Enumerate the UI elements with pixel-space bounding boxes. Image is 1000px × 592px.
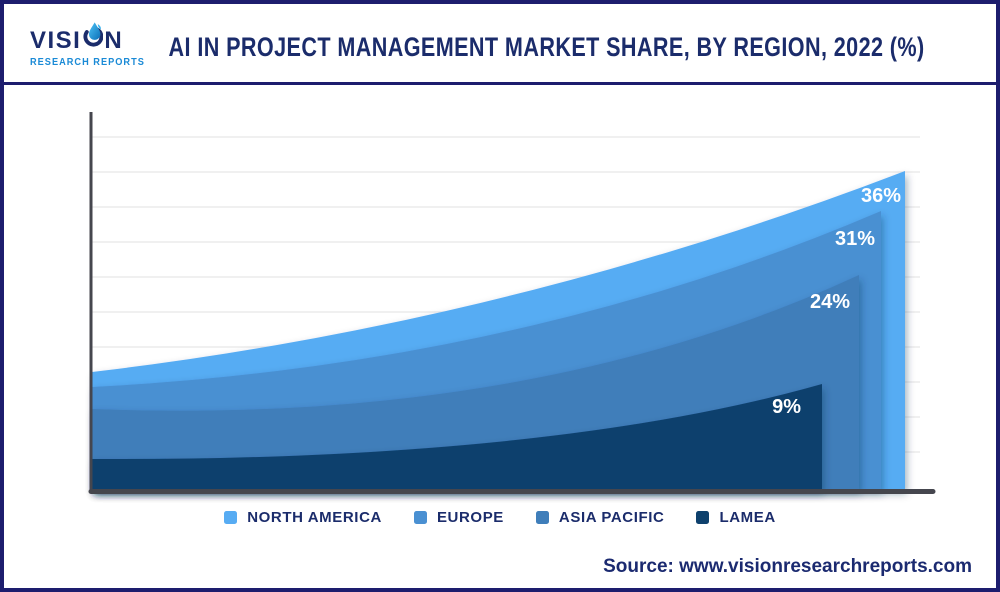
logo-text-post: N xyxy=(104,27,124,54)
logo-text-pre: VISI xyxy=(30,27,82,54)
chart-title-container: AI IN PROJECT MANAGEMENT MARKET SHARE, B… xyxy=(4,32,996,63)
value-labels: 36% 31% 24% 9% xyxy=(772,185,901,418)
area-lamea xyxy=(92,384,822,490)
legend-label-europe: EUROPE xyxy=(436,509,504,526)
legend-item-north-america: NORTH AMERICA xyxy=(224,509,382,526)
source-url[interactable]: Source: www.visionresearchreports.com xyxy=(603,556,972,577)
value-label-lamea: 9% xyxy=(772,396,801,418)
legend-swatch-asia-pacific xyxy=(535,511,549,524)
water-drop-icon xyxy=(82,22,104,54)
legend-swatch-lamea xyxy=(696,511,710,524)
area-series xyxy=(92,171,905,490)
chart-title: AI IN PROJECT MANAGEMENT MARKET SHARE, B… xyxy=(168,32,925,62)
legend-item-lamea: LAMEA xyxy=(696,509,775,526)
logo-wordmark: VISI N xyxy=(30,22,180,53)
legend-label-north-america: NORTH AMERICA xyxy=(247,509,382,526)
vision-research-reports-logo: VISI N RESEARCH REPORTS xyxy=(30,22,180,68)
area-chart: 36% 31% 24% 9% xyxy=(88,112,936,494)
value-label-europe: 31% xyxy=(835,228,875,250)
legend-item-asia-pacific: ASIA PACIFIC xyxy=(535,509,665,526)
header-divider xyxy=(4,82,996,85)
value-label-asia-pacific: 24% xyxy=(810,291,850,313)
legend-label-asia-pacific: ASIA PACIFIC xyxy=(558,509,665,526)
legend-swatch-europe xyxy=(413,511,427,524)
logo-subtitle: RESEARCH REPORTS xyxy=(30,57,145,68)
legend-swatch-north-america xyxy=(224,511,238,524)
legend: NORTH AMERICA EUROPE ASIA PACIFIC LAMEA xyxy=(4,509,996,526)
value-label-north-america: 36% xyxy=(861,185,901,207)
legend-label-lamea: LAMEA xyxy=(719,509,776,526)
legend-item-europe: EUROPE xyxy=(413,509,504,526)
